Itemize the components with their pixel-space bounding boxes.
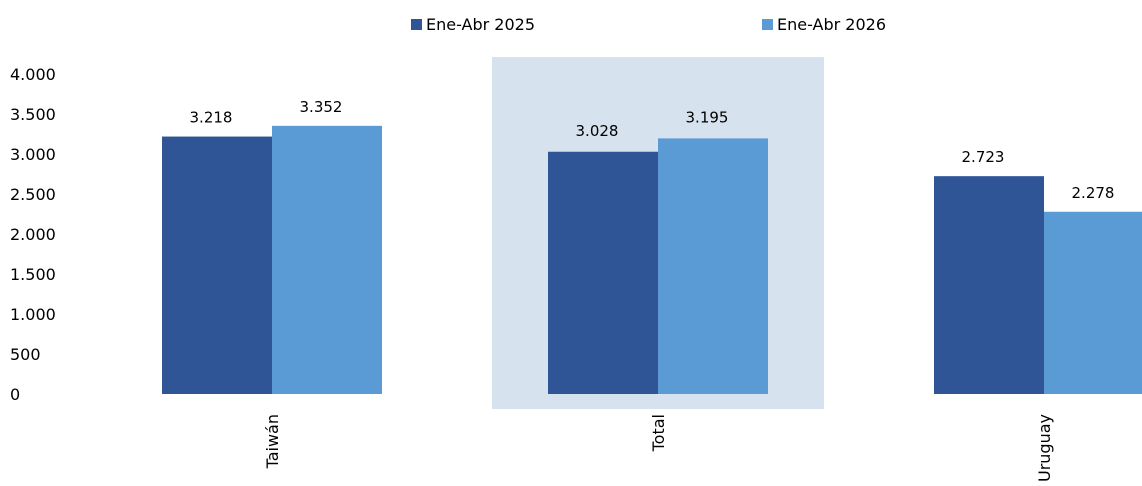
- bar-uruguay-series-2: [1044, 211, 1142, 394]
- data-label-uruguay-series-2: 2.278: [1072, 184, 1115, 202]
- bar-taiwán-series-2: [272, 125, 382, 394]
- y-tick-label: 3.500: [10, 105, 56, 124]
- y-tick-label: 500: [10, 345, 41, 364]
- data-labels: 3.218 3.352 3.028 3.195 2.723 2.278: [190, 98, 1115, 202]
- data-label-taiwán-series-1: 3.218: [190, 109, 233, 127]
- x-axis: Taiwán Total Uruguay: [263, 414, 1054, 482]
- legend-label-1: Ene-Abr 2025: [426, 15, 535, 34]
- y-tick-label: 1.500: [10, 265, 56, 284]
- y-tick-label: 3.000: [10, 145, 56, 164]
- y-tick-label: 0: [10, 385, 20, 404]
- y-tick-label: 1.000: [10, 305, 56, 324]
- data-label-total-series-1: 3.028: [576, 122, 619, 140]
- bar-total-series-2: [658, 138, 768, 394]
- y-tick-label: 4.000: [10, 65, 56, 84]
- legend: Ene-Abr 2025 Ene-Abr 2026: [411, 15, 886, 34]
- bar-total-series-1: [548, 151, 658, 394]
- y-tick-label: 2.000: [10, 225, 56, 244]
- data-label-uruguay-series-1: 2.723: [962, 148, 1005, 166]
- y-axis: 0 500 1.000 1.500 2.000 2.500 3.000 3.500 4.000: [10, 65, 56, 404]
- bar-uruguay-series-1: [934, 176, 1044, 394]
- y-tick-label: 2.500: [10, 185, 56, 204]
- category-label-taiwán: Taiwán: [263, 414, 282, 469]
- category-label-total: Total: [649, 414, 668, 452]
- data-label-total-series-2: 3.195: [686, 108, 729, 126]
- legend-swatch-2: [762, 19, 773, 30]
- bar-taiwán-series-1: [162, 136, 272, 394]
- data-label-taiwán-series-2: 3.352: [300, 98, 343, 116]
- legend-swatch-1: [411, 19, 422, 30]
- category-label-uruguay: Uruguay: [1035, 414, 1054, 482]
- legend-label-2: Ene-Abr 2026: [777, 15, 886, 34]
- bars: [162, 125, 1142, 394]
